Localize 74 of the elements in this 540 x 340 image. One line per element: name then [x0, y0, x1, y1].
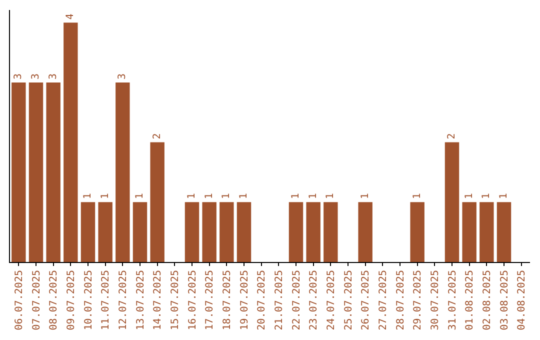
- data-label: 1: [186, 193, 198, 200]
- bar: [28, 82, 44, 262]
- x-tick-label: 15.07.2025: [170, 270, 181, 330]
- bar: [12, 82, 26, 262]
- bar: [116, 82, 130, 262]
- x-tick-label: 04.08.2025: [516, 270, 528, 330]
- x-tick-label: 14.07.2025: [152, 270, 164, 330]
- x-tick-label: 29.07.2025: [412, 270, 424, 330]
- x-tick-label: 01.08.2025: [464, 270, 476, 330]
- data-label: 1: [360, 193, 371, 200]
- x-tick-label: 28.07.2025: [395, 270, 406, 330]
- bar: [64, 22, 78, 262]
- x-tick-label: 27.07.2025: [378, 270, 389, 330]
- x-tick-label: 18.07.2025: [222, 270, 233, 330]
- data-label: 3: [48, 73, 59, 80]
- bar: [184, 202, 200, 262]
- x-tick-label: 23.07.2025: [308, 270, 320, 330]
- bar: [46, 82, 60, 262]
- data-label: 3: [117, 73, 128, 80]
- data-label: 1: [308, 193, 319, 200]
- data-label: 1: [204, 193, 215, 200]
- x-tick-label: 17.07.2025: [204, 270, 216, 330]
- bar: [80, 202, 96, 262]
- bar: [236, 202, 252, 262]
- bar: [358, 202, 372, 262]
- x-tick-label: 13.07.2025: [135, 270, 146, 330]
- x-tick-label: 19.07.2025: [239, 270, 250, 330]
- x-tick-label: 11.07.2025: [100, 270, 112, 330]
- bar: [496, 202, 512, 262]
- x-tick-label: 24.07.2025: [326, 270, 337, 330]
- bar: [324, 202, 338, 262]
- x-tick-label: 26.07.2025: [360, 270, 372, 330]
- x-tick-label: 12.07.2025: [118, 270, 129, 330]
- bar: [480, 202, 494, 262]
- x-tick-label: 03.08.2025: [499, 270, 510, 330]
- bar: [306, 202, 320, 262]
- x-tick-label: 02.08.2025: [482, 270, 493, 330]
- x-tick-label: 07.07.2025: [31, 270, 42, 330]
- data-label: 1: [221, 193, 232, 200]
- x-tick-label: 08.07.2025: [48, 270, 60, 330]
- data-label: 2: [446, 133, 458, 140]
- data-label: 1: [238, 193, 250, 200]
- data-label: 3: [13, 73, 24, 80]
- data-label: 1: [82, 193, 94, 200]
- bar: [150, 142, 164, 262]
- bar: [132, 202, 148, 262]
- data-label: 1: [464, 193, 475, 200]
- data-label: 1: [412, 193, 423, 200]
- x-tick-label: 30.07.2025: [430, 270, 441, 330]
- x-tick-label: 06.07.2025: [14, 270, 25, 330]
- bar: [444, 142, 460, 262]
- x-tick-label: 21.07.2025: [274, 270, 285, 330]
- x-tick-label: 10.07.2025: [83, 270, 94, 330]
- data-label: 3: [30, 73, 42, 80]
- data-label: 1: [498, 193, 510, 200]
- bar: [288, 202, 304, 262]
- data-label: 1: [100, 193, 111, 200]
- data-label: 2: [152, 133, 163, 140]
- bar: [220, 202, 234, 262]
- x-tick-label: 25.07.2025: [343, 270, 354, 330]
- bar: [202, 202, 216, 262]
- bar: [462, 202, 476, 262]
- data-label: 1: [134, 193, 146, 200]
- x-tick-label: 31.07.2025: [447, 270, 458, 330]
- bar: [98, 202, 112, 262]
- x-tick-label: 22.07.2025: [291, 270, 302, 330]
- data-label: 4: [65, 14, 76, 20]
- x-tick-label: 16.07.2025: [187, 270, 198, 330]
- bar: [410, 202, 424, 262]
- x-tick-label: 09.07.2025: [66, 270, 77, 330]
- data-label: 1: [481, 193, 492, 200]
- x-tick-label: 20.07.2025: [256, 270, 268, 330]
- data-label: 1: [290, 193, 302, 200]
- data-label: 1: [325, 193, 336, 200]
